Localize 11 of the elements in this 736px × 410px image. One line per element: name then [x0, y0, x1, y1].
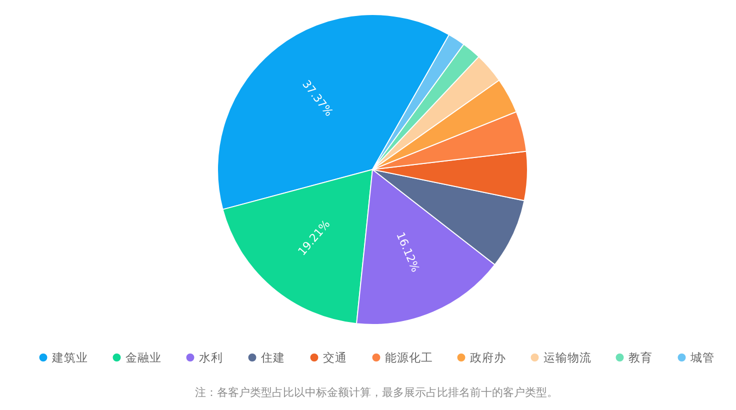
legend-label: 能源化工 — [384, 350, 433, 364]
legend-label: 交通 — [322, 350, 347, 364]
legend-label: 运输物流 — [543, 350, 592, 364]
legend-label: 水利 — [198, 350, 223, 364]
legend-label: 城管 — [689, 350, 714, 364]
text: 注：各客户类型占比以中标金额计算，最多展示占比排名前十的客户类型。 — [195, 386, 558, 399]
legend-label: 建筑业 — [50, 350, 88, 364]
legend-label: 政府办 — [470, 350, 506, 364]
legend-label: 金融业 — [125, 350, 162, 364]
legend-label: 住建 — [260, 350, 285, 364]
legend-label: 教育 — [628, 350, 652, 364]
